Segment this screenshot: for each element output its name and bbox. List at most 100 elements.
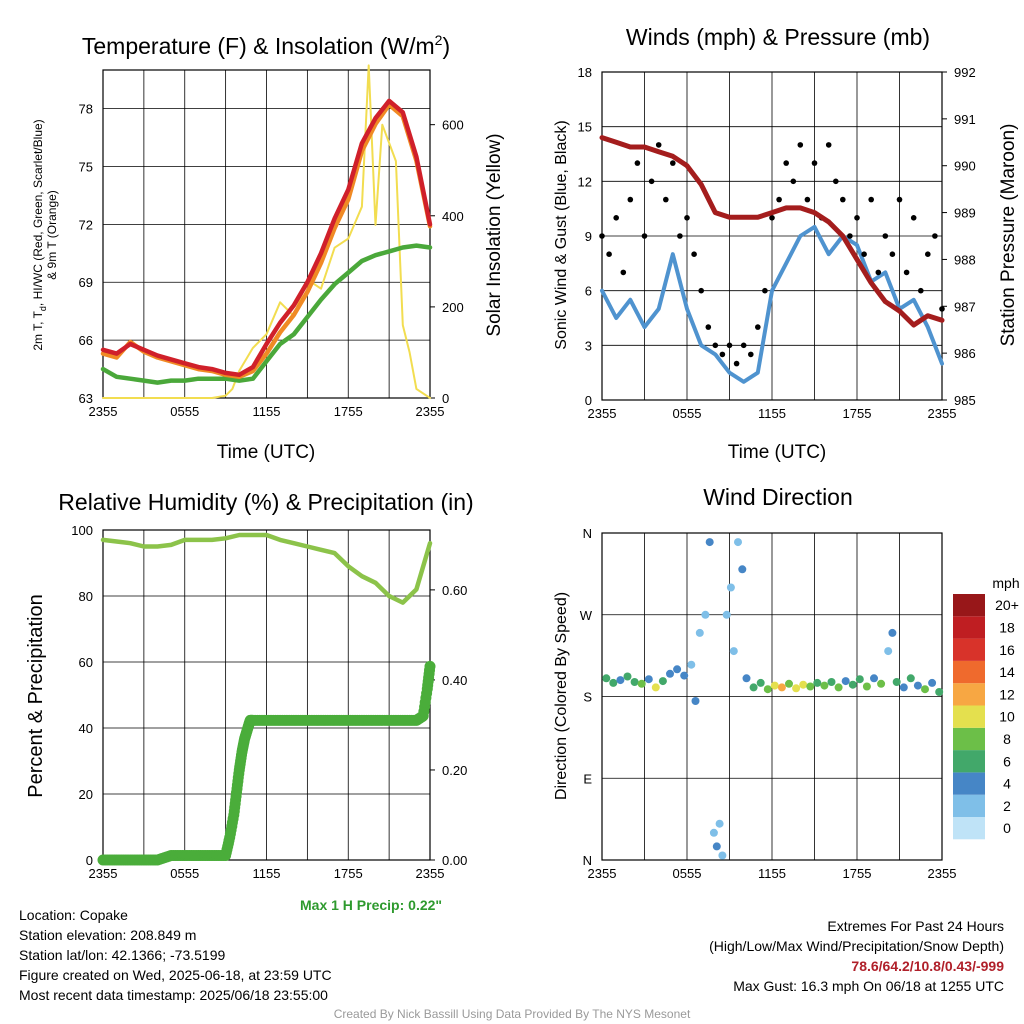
gust-point — [797, 142, 804, 148]
station-pressure-line — [599, 135, 945, 328]
gust-point — [783, 160, 789, 166]
gust-point — [684, 215, 690, 221]
gust-point — [634, 160, 641, 166]
direction-point — [666, 669, 674, 678]
x-tick-label: 1155 — [758, 406, 786, 421]
temperature-chart: 2355 0555 1155 1755 235563666972757802004006… — [79, 64, 464, 419]
y2-tick-label: 992 — [954, 65, 976, 80]
gust-point — [648, 178, 655, 185]
y-tick-label: 3 — [585, 338, 592, 353]
y2-tick-label: 400 — [442, 209, 464, 224]
wind-ylabel-left: Sonic Wind & Gust (Blue, Black) — [553, 120, 570, 349]
direction-point — [928, 678, 937, 687]
direction-point — [899, 683, 908, 692]
legend-swatch — [953, 750, 985, 773]
x-tick-label: 1755 — [843, 406, 872, 421]
y2-tick-label: 0.40 — [442, 673, 467, 688]
gust-point — [833, 178, 839, 185]
y2-tick-label: 988 — [954, 252, 976, 267]
y-tick-label: 78 — [79, 102, 93, 117]
x-tick-label: 1155 — [758, 866, 786, 881]
gust-point — [705, 324, 712, 330]
legend-label: 14 — [999, 664, 1015, 680]
y2-tick-label: 600 — [442, 118, 464, 133]
wind-ylabel-right: Station Pressure (Maroon) — [998, 124, 1019, 347]
y2-tick-label: 990 — [954, 159, 976, 174]
gust-point — [620, 269, 627, 276]
x-tick-label: 2355 — [416, 866, 445, 881]
dir-legend-unit: mph — [992, 575, 1019, 591]
legend-label: 8 — [1003, 731, 1011, 747]
gust-point — [613, 215, 619, 221]
direction-point — [888, 628, 897, 637]
direction-point — [609, 678, 618, 687]
sonic-wind-line — [600, 224, 944, 384]
direction-point — [770, 681, 779, 690]
gust-point — [712, 342, 719, 349]
legend-label: 18 — [999, 619, 1015, 635]
direction-point — [913, 681, 922, 690]
direction-point — [602, 674, 611, 683]
legend-swatch — [953, 683, 985, 706]
svg-text:2m T, Td, HI/WC (Red, Green, S: 2m T, Td, HI/WC (Red, Green, Scarlet/Blu… — [31, 119, 48, 350]
gust-point — [641, 233, 648, 239]
direction-point — [799, 680, 808, 689]
series-line-solar-insolation — [102, 64, 431, 399]
gust-point — [698, 287, 704, 294]
y2-tick-label: 0.20 — [442, 763, 467, 778]
plot-frame — [601, 532, 943, 861]
x-tick-label: 0555 — [673, 866, 702, 881]
direction-point — [729, 647, 738, 656]
gust-point — [861, 251, 867, 257]
y-tick-label: N — [583, 526, 592, 541]
gust-point — [726, 342, 733, 349]
direction-point — [870, 674, 878, 683]
x-tick-label: 1755 — [334, 404, 363, 419]
direction-point — [935, 688, 944, 696]
direction-point — [695, 628, 704, 637]
gust-point — [918, 287, 924, 294]
legend-swatch — [953, 817, 985, 840]
legend-label: 12 — [999, 686, 1015, 702]
gust-point — [606, 251, 612, 257]
direction-point — [715, 819, 724, 828]
direction-point — [616, 676, 625, 685]
legend-label: 20+ — [995, 597, 1019, 613]
x-tick-label: 1155 — [253, 866, 281, 881]
direction-point — [892, 678, 901, 686]
y2-tick-label: 200 — [442, 300, 464, 315]
dir-ylabel-left: Direction (Colored By Speed) — [553, 592, 570, 800]
elevation-text: Station elevation: 208.849 m — [19, 927, 197, 943]
direction-point — [756, 678, 765, 687]
y-tick-label: 15 — [578, 120, 592, 135]
temp-xlabel: Time (UTC) — [217, 442, 316, 463]
series-line-2m-t — [100, 98, 433, 378]
gust-point — [825, 142, 832, 148]
gust-point — [733, 360, 740, 367]
legend-label: 4 — [1003, 776, 1011, 792]
max-gust-text: Max Gust: 16.3 mph On 06/18 at 1255 UTC — [733, 978, 1004, 994]
direction-point — [763, 685, 772, 694]
legend-label: 16 — [999, 642, 1015, 658]
y-tick-label: 6 — [585, 284, 592, 299]
direction-point — [680, 671, 689, 680]
direction-point — [855, 675, 864, 684]
direction-point — [718, 851, 727, 860]
direction-point — [813, 678, 822, 687]
y-tick-label: 18 — [578, 65, 592, 80]
direction-point — [709, 828, 718, 837]
gust-point — [840, 196, 846, 203]
gust-point — [804, 196, 811, 203]
legend-swatch — [953, 660, 985, 684]
direction-point — [906, 674, 915, 683]
y-tick-label: N — [583, 853, 592, 868]
rh-panel-title: Relative Humidity (%) & Precipitation (i… — [58, 489, 473, 515]
station-info: Location: Copake Station elevation: 208.… — [19, 905, 332, 1005]
y2-tick-label: 0.60 — [442, 583, 467, 598]
y2-tick-label: 985 — [954, 393, 976, 408]
y2-tick-label: 0.00 — [442, 853, 467, 868]
gust-point — [875, 269, 882, 276]
y2-tick-label: 987 — [954, 299, 976, 314]
y2-tick-label: 991 — [954, 112, 976, 127]
